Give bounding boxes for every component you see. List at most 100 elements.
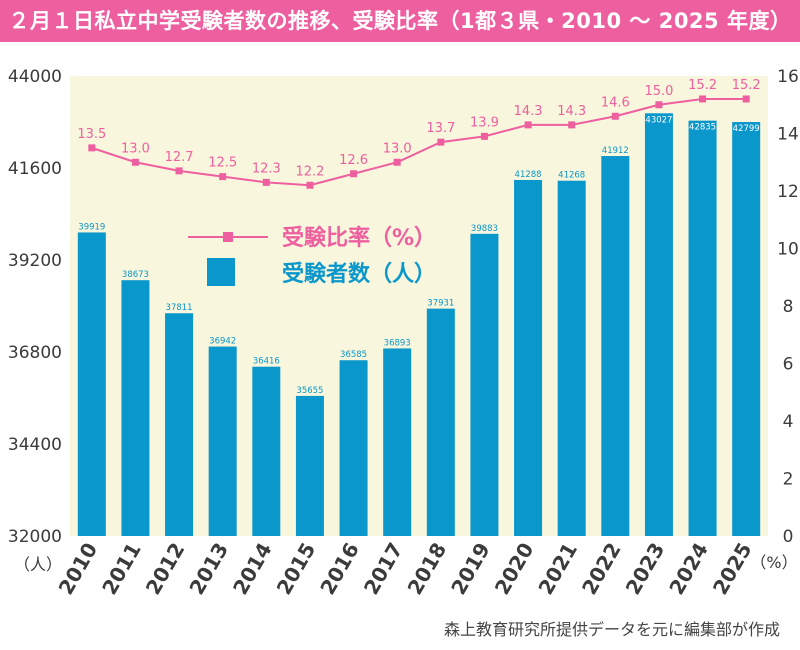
y-right-tick-label: 12 xyxy=(777,182,799,202)
x-tick-label: 2021 xyxy=(533,539,582,599)
source-note: 森上教育研究所提供データを元に編集部が作成 xyxy=(443,620,780,639)
bar xyxy=(557,180,586,536)
bar-value-label: 39919 xyxy=(78,222,105,232)
ratio-value-label: 12.6 xyxy=(339,153,368,168)
bar-value-label: 37931 xyxy=(427,299,454,309)
ratio-point xyxy=(524,121,532,129)
bar-value-label: 36585 xyxy=(340,350,367,360)
y-right-unit: （%） xyxy=(750,553,797,572)
ratio-point xyxy=(393,158,401,166)
x-tick-label: 2013 xyxy=(184,539,233,599)
bar-value-label: 36942 xyxy=(209,337,236,347)
ratio-value-label: 13.7 xyxy=(426,121,455,136)
y-right-tick-label: 10 xyxy=(777,240,799,260)
y-right-tick-label: 4 xyxy=(783,412,794,432)
x-tick-label: 2020 xyxy=(490,539,539,599)
ratio-point xyxy=(655,101,663,109)
bar xyxy=(688,120,717,537)
x-tick-label: 2022 xyxy=(577,539,626,599)
bar xyxy=(295,395,324,536)
ratio-point xyxy=(742,95,750,103)
y-left-tick-label: 32000 xyxy=(8,527,62,547)
y-left-tick-label: 36800 xyxy=(8,343,62,363)
bar xyxy=(121,280,150,536)
ratio-point xyxy=(131,158,139,166)
bar-value-label: 35655 xyxy=(296,386,323,396)
ratio-value-label: 12.2 xyxy=(295,164,324,179)
ratio-point xyxy=(480,132,488,140)
ratio-line xyxy=(91,98,747,187)
bar xyxy=(470,233,499,536)
bar xyxy=(208,346,237,536)
bar-value-label: 38673 xyxy=(122,270,149,280)
legend-label-ratio: 受験比率（%） xyxy=(282,225,436,251)
x-tick-label: 2014 xyxy=(228,539,277,599)
x-tick-label: 2017 xyxy=(359,539,408,599)
bar-value-label: 42799 xyxy=(733,124,760,134)
ratio-value-label: 12.3 xyxy=(252,161,281,176)
bar xyxy=(644,113,673,536)
ratio-point xyxy=(219,173,227,181)
ratio-value-label: 14.6 xyxy=(601,95,630,110)
bar-value-label: 39883 xyxy=(471,224,498,234)
x-tick-label: 2015 xyxy=(272,539,321,599)
x-tick-label: 2011 xyxy=(97,539,146,599)
y-right-tick-label: 16 xyxy=(777,67,799,87)
y-right-tick-label: 0 xyxy=(783,527,794,547)
bar-value-label: 41288 xyxy=(515,170,542,180)
bar xyxy=(77,232,106,536)
x-tick-label: 2025 xyxy=(708,539,757,599)
ratio-value-label: 15.2 xyxy=(732,78,761,93)
chart-title: ２月１日私立中学受験者数の推移、受験比率（1都３県・2010 ～ 2025 年度… xyxy=(0,0,800,42)
ratio-point xyxy=(88,144,96,152)
bar xyxy=(165,313,194,536)
legend-label-count: 受験者数（人） xyxy=(282,261,436,287)
ratio-value-label: 12.5 xyxy=(208,156,237,171)
legend-bar-swatch xyxy=(207,258,235,286)
ratio-point xyxy=(350,170,358,178)
bar-value-label: 36893 xyxy=(384,338,411,348)
ratio-value-label: 13.0 xyxy=(121,141,150,156)
x-tick-label: 2024 xyxy=(664,539,713,599)
ratio-point xyxy=(611,112,619,120)
x-tick-label: 2019 xyxy=(446,539,495,599)
bar-value-label: 36416 xyxy=(253,357,280,367)
ratio-value-label: 15.2 xyxy=(688,78,717,93)
ratio-point xyxy=(306,181,314,189)
bar xyxy=(383,348,412,536)
bar xyxy=(514,179,543,536)
x-tick-label: 2023 xyxy=(621,539,670,599)
y-left-tick-label: 41600 xyxy=(8,159,62,179)
ratio-point xyxy=(175,167,183,175)
ratio-value-label: 14.3 xyxy=(514,104,543,119)
legend-line-marker xyxy=(223,232,233,242)
bar xyxy=(732,122,761,536)
ratio-value-label: 12.7 xyxy=(165,150,194,165)
y-right-tick-label: 2 xyxy=(783,470,794,490)
bar-value-label: 37811 xyxy=(166,303,193,313)
y-left-tick-label: 34400 xyxy=(8,435,62,455)
bar-value-label: 43027 xyxy=(645,115,672,125)
bar xyxy=(426,308,455,536)
bar xyxy=(339,360,368,536)
y-right-tick-label: 8 xyxy=(783,297,794,317)
ratio-value-label: 15.0 xyxy=(644,84,673,99)
y-left-tick-label: 39200 xyxy=(8,251,62,271)
ratio-value-label: 13.0 xyxy=(383,141,412,156)
bar-value-label: 42835 xyxy=(689,123,716,133)
x-tick-label: 2016 xyxy=(315,539,364,599)
x-tick-label: 2012 xyxy=(141,539,190,599)
x-tick-label: 2018 xyxy=(403,539,452,599)
ratio-value-label: 13.5 xyxy=(77,127,106,142)
y-right-tick-label: 14 xyxy=(777,125,799,145)
y-right-tick-label: 6 xyxy=(783,355,794,375)
y-left-unit: （人） xyxy=(14,555,62,574)
ratio-point xyxy=(568,121,576,129)
ratio-point xyxy=(699,95,707,103)
ratio-value-label: 13.9 xyxy=(470,115,499,130)
ratio-point xyxy=(437,138,445,146)
bar xyxy=(252,366,281,536)
bar xyxy=(601,156,630,537)
bar-value-label: 41912 xyxy=(602,146,629,156)
